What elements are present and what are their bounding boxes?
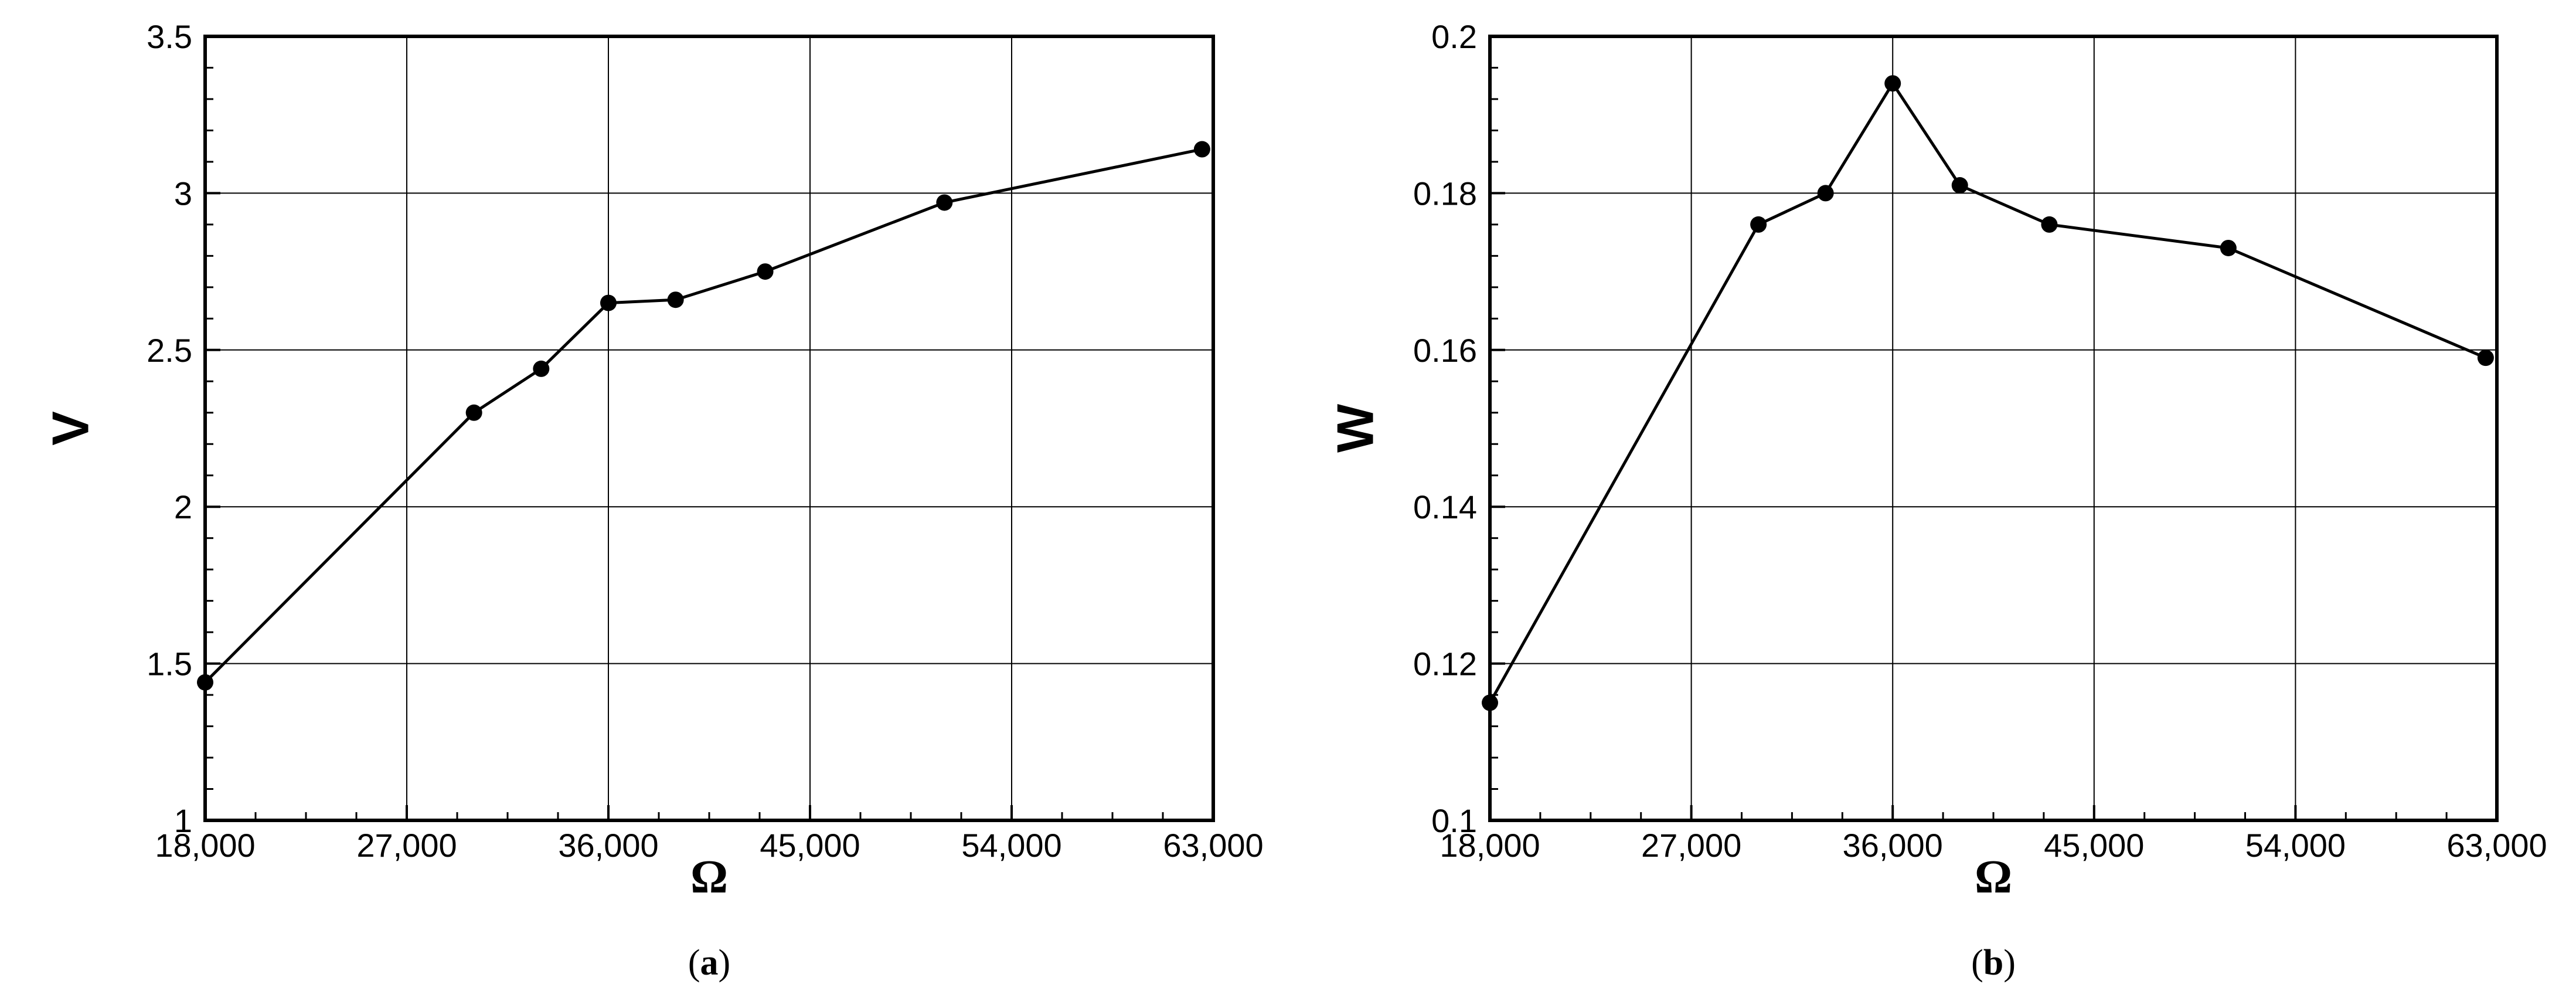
panel-label: (b) (1971, 943, 2016, 983)
y-tick-label: 1.5 (147, 646, 192, 683)
panel-label-close: ) (719, 943, 731, 983)
panel-label-close: ) (2003, 943, 2016, 983)
panel-label-letter: b (1983, 943, 2003, 983)
y-tick-label: 0.16 (1413, 332, 1477, 369)
y-tick-label: 3 (174, 175, 192, 212)
x-tick-label: 63,000 (1163, 827, 1263, 864)
y-tick-label: 0.18 (1413, 175, 1477, 212)
x-tick-label: 45,000 (2044, 827, 2144, 864)
x-axis-title: Ω (1975, 851, 2012, 903)
x-axis-title: Ω (690, 851, 728, 903)
data-point (757, 263, 774, 280)
y-tick-label: 2 (174, 488, 192, 525)
y-tick-label: 3.5 (147, 18, 192, 55)
data-point (465, 404, 482, 421)
data-point (1193, 141, 1210, 158)
panel-label: (a) (688, 943, 730, 983)
chart-panel-2: 18,000 27,000 36,000 45,000 54,000 63,000 0.1 0… (1326, 18, 2547, 983)
data-point (1750, 216, 1767, 233)
data-point (197, 674, 213, 691)
data-point (600, 294, 617, 311)
panel-label-open: ( (688, 943, 700, 983)
data-point (1884, 75, 1901, 92)
x-tick-label: 63,000 (2446, 827, 2547, 864)
series-line (204, 148, 1203, 684)
data-point (2477, 349, 2494, 366)
data-point (2220, 239, 2237, 256)
x-tick-label: 27,000 (1641, 827, 1741, 864)
data-point (1482, 694, 1498, 711)
chart-panel-1: 18,000 27,000 36,000 45,000 54,000 63,000 1 1.5… (42, 18, 1264, 983)
panel-label-open: ( (1971, 943, 1983, 983)
data-point (1951, 177, 1968, 194)
x-tick-label: 54,000 (2245, 827, 2346, 864)
data-point (1817, 185, 1834, 202)
y-tick-label: 0.2 (1431, 18, 1477, 55)
x-tick-label: 18,000 (155, 827, 255, 864)
series-line (1488, 82, 2486, 704)
data-point (667, 291, 684, 308)
plot-frame (1488, 35, 2499, 822)
data-point (533, 360, 550, 377)
y-tick-label: 1 (174, 802, 192, 839)
x-tick-label: 27,000 (356, 827, 457, 864)
data-point (936, 194, 953, 211)
y-axis-title: W (1326, 404, 1384, 453)
y-tick-label: 2.5 (147, 332, 192, 369)
x-tick-label: 45,000 (760, 827, 860, 864)
y-tick-label: 0.14 (1413, 488, 1477, 525)
y-tick-label: 0.12 (1413, 646, 1477, 683)
panel-label-letter: a (700, 943, 719, 983)
data-point (2041, 216, 2058, 233)
x-tick-label: 36,000 (558, 827, 658, 864)
x-tick-label: 54,000 (961, 827, 1061, 864)
y-tick-label: 0.1 (1431, 802, 1477, 839)
x-tick-label: 36,000 (1843, 827, 1943, 864)
plot-frame (203, 35, 1215, 822)
y-axis-title: V (42, 411, 100, 446)
x-tick-label: 18,000 (1440, 827, 1540, 864)
